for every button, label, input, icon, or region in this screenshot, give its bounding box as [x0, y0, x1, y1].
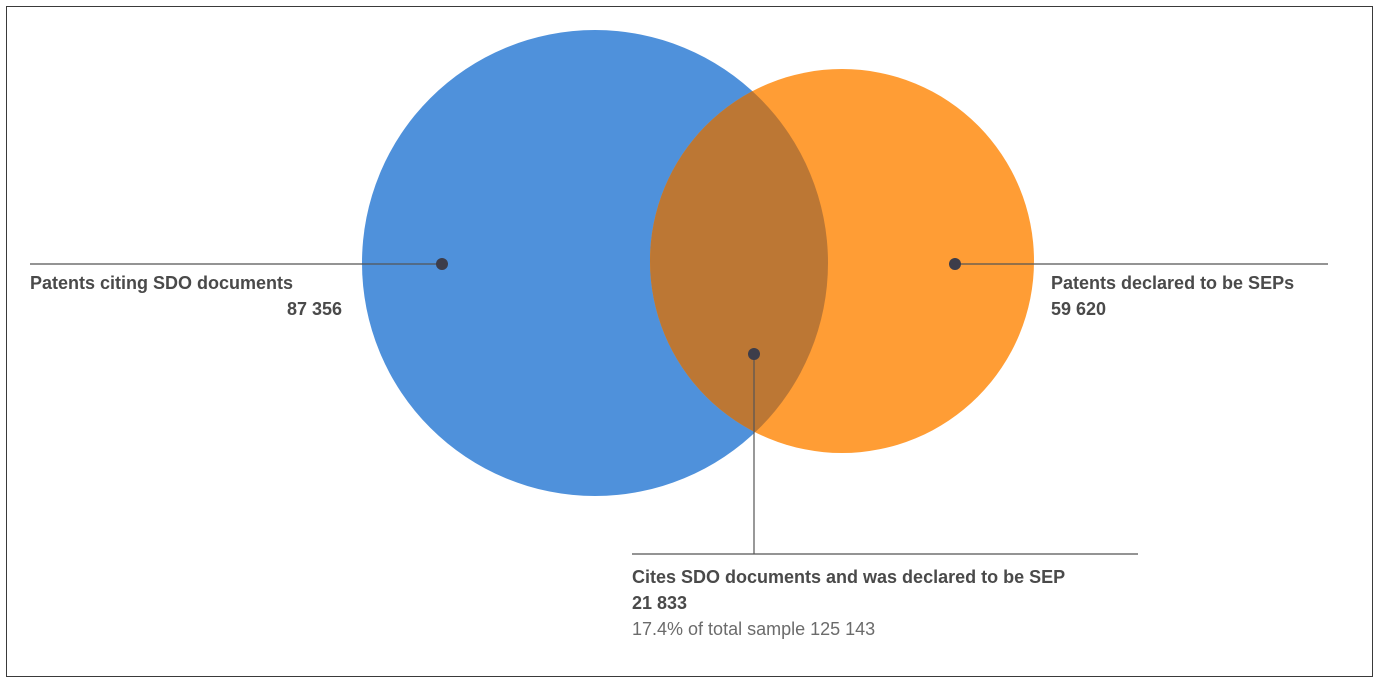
intersection-label: Cites SDO documents and was declared to …: [632, 564, 1152, 642]
set-b-title: Patents declared to be SEPs: [1051, 273, 1295, 293]
set-b-dot: [949, 258, 961, 270]
intersection-value: 21 833: [632, 593, 688, 613]
intersection-dot: [748, 348, 760, 360]
set-a-title: Patents citing SDO documents: [30, 273, 294, 293]
set-a-value: 87 356: [286, 299, 342, 319]
frame-border: [6, 6, 1373, 677]
set-b-label: Patents declared to be SEPs 59 620: [1051, 270, 1361, 322]
set-a-label: Patents citing SDO documents 87 356: [30, 270, 342, 322]
intersection-title: Cites SDO documents and was declared to …: [632, 567, 1066, 587]
set-a-dot: [436, 258, 448, 270]
intersection-note: 17.4% of total sample 125 143: [632, 619, 876, 639]
set-b-value: 59 620: [1051, 299, 1107, 319]
intersection-region: [650, 69, 828, 453]
